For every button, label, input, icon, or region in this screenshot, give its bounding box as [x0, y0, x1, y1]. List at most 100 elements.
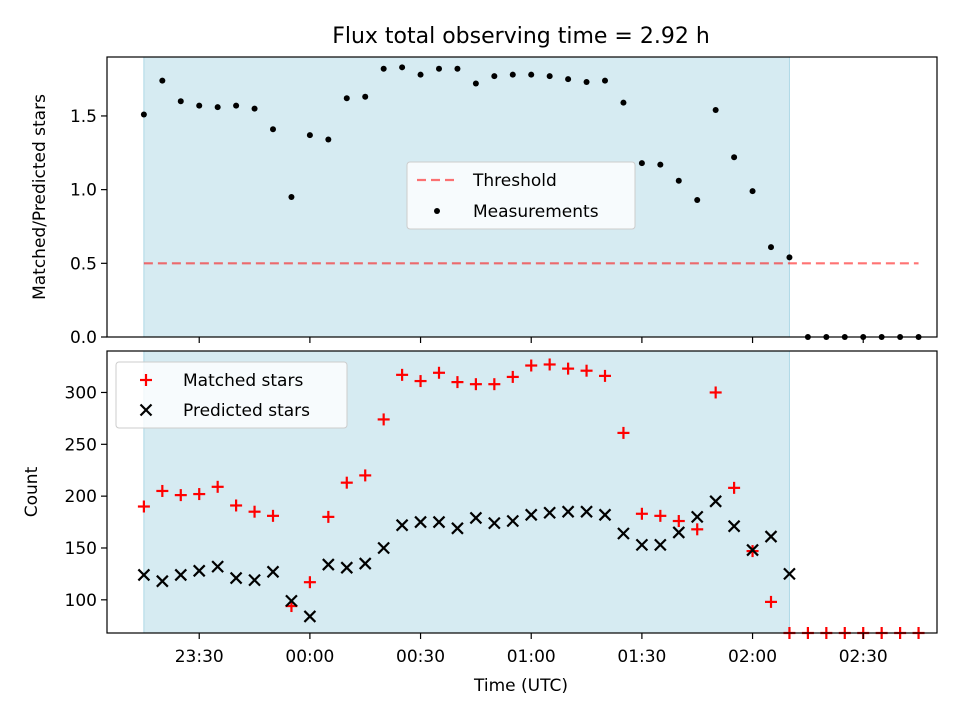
count-plot-frame: [106, 350, 938, 634]
measurement-point: [472, 80, 479, 87]
measurement-point: [509, 71, 516, 78]
measurement-point: [343, 95, 350, 102]
count-y-label: Count: [22, 466, 42, 517]
x-tick-label: 01:30: [617, 647, 666, 667]
y-tick-label: 1.5: [70, 107, 97, 127]
measurement-point: [712, 107, 719, 114]
matched-star-point: [488, 378, 501, 391]
predicted-star-point: [211, 560, 224, 573]
measurement-point: [768, 244, 774, 251]
matched-star-point: [414, 375, 427, 388]
y-tick-label: 1.0: [70, 181, 97, 201]
matched-star-point: [230, 499, 243, 512]
predicted-star-point: [598, 508, 612, 522]
matched-star-point: [267, 509, 279, 522]
matched-star-point: [709, 386, 722, 399]
predicted-star-point: [488, 516, 501, 530]
legend-measurement-label: Measurements: [473, 202, 599, 222]
x-tick-label: 00:00: [285, 647, 334, 667]
measurement-point: [749, 188, 756, 195]
ratio-panel: 0.0 0.5 1.0 1.5 Matched/Predicted stars Thr…: [30, 56, 938, 348]
predicted-star-point: [432, 515, 446, 529]
matched-star-point: [691, 523, 704, 536]
count-y-axis: 100 150 200 250 300: [65, 383, 107, 611]
matched-star-point: [543, 358, 556, 371]
count-panel: 100 150 200 250 300 23:30 00:00 00:30 01:00 01:3…: [22, 350, 938, 696]
matched-star-point: [562, 362, 575, 375]
measurement-point: [196, 102, 203, 109]
matched-star-point: [635, 507, 648, 520]
chart-title: Flux total observing time = 2.92 h: [332, 24, 710, 49]
predicted-star-point: [303, 610, 317, 623]
ratio-marks: [140, 64, 922, 340]
x-tick-label: 02:30: [839, 647, 888, 667]
matched-star-point: [248, 505, 261, 518]
predicted-star-point: [561, 505, 575, 518]
matched-star-point: [359, 469, 372, 482]
ratio-y-axis: 0.0 0.5 1.0 1.5: [70, 107, 107, 348]
matched-star-point: [322, 510, 335, 523]
matched-star-point: [156, 484, 169, 497]
matched-star-point: [525, 359, 538, 372]
predicted-star-point: [266, 565, 280, 579]
count-legend: Matched stars Predicted stars: [115, 361, 348, 429]
measurement-point: [140, 111, 147, 118]
predicted-star-point: [783, 567, 796, 581]
predicted-star-point: [506, 514, 520, 528]
predicted-star-point: [229, 571, 243, 585]
measurement-point: [288, 194, 295, 200]
measurement-point: [620, 99, 627, 106]
matched-star-point: [174, 489, 187, 502]
measurement-point: [602, 77, 608, 84]
matched-star-point: [672, 515, 685, 528]
count-x-axis: 23:30 00:00 00:30 01:00 01:30 02:00 02:30: [175, 633, 888, 667]
predicted-star-point: [635, 538, 649, 552]
predicted-star-point: [709, 495, 722, 508]
matched-star-point: [433, 366, 445, 379]
y-tick-label: 200: [65, 487, 97, 507]
predicted-star-point: [340, 561, 354, 574]
matched-star-point: [396, 368, 409, 381]
measurement-point: [362, 93, 369, 100]
measurement-point: [436, 65, 442, 72]
measurement-point: [325, 136, 332, 143]
predicted-star-point: [690, 510, 704, 524]
ratio-plot-frame: [106, 56, 938, 338]
matched-star-point: [451, 376, 464, 389]
predicted-star-point: [395, 518, 409, 532]
y-tick-label: 100: [65, 591, 97, 611]
predicted-star-point: [451, 522, 464, 535]
predicted-star-point: [580, 505, 593, 518]
y-tick-label: 300: [65, 383, 97, 403]
predicted-star-point: [727, 519, 741, 533]
legend-measurement-swatch: [434, 208, 440, 214]
measurement-point: [417, 71, 424, 78]
y-tick-label: 250: [65, 435, 97, 455]
measurement-point: [491, 73, 498, 80]
legend-box: [115, 361, 348, 429]
predicted-star-point: [654, 538, 667, 552]
measurement-point: [306, 132, 313, 139]
matched-star-point: [617, 426, 630, 439]
predicted-star-point: [285, 594, 298, 608]
matched-star-point: [506, 370, 519, 383]
y-tick-label: 150: [65, 539, 97, 559]
x-tick-label: 02:00: [728, 647, 777, 667]
matched-star-point: [193, 488, 206, 501]
predicted-star-point: [543, 506, 556, 520]
matched-star-point: [340, 476, 353, 489]
matched-star-point: [137, 500, 150, 513]
x-tick-label: 23:30: [175, 647, 224, 667]
measurement-point: [731, 154, 738, 161]
predicted-star-point: [617, 527, 630, 540]
matched-star-point: [303, 576, 316, 589]
predicted-star-point: [414, 515, 427, 529]
legend-threshold-label: Threshold: [472, 171, 557, 191]
x-tick-label: 01:00: [507, 647, 556, 667]
matched-star-point: [580, 364, 593, 377]
predicted-star-point: [174, 568, 188, 582]
measurement-point: [214, 104, 221, 111]
measurement-point: [694, 196, 701, 203]
predicted-star-point: [746, 543, 759, 557]
